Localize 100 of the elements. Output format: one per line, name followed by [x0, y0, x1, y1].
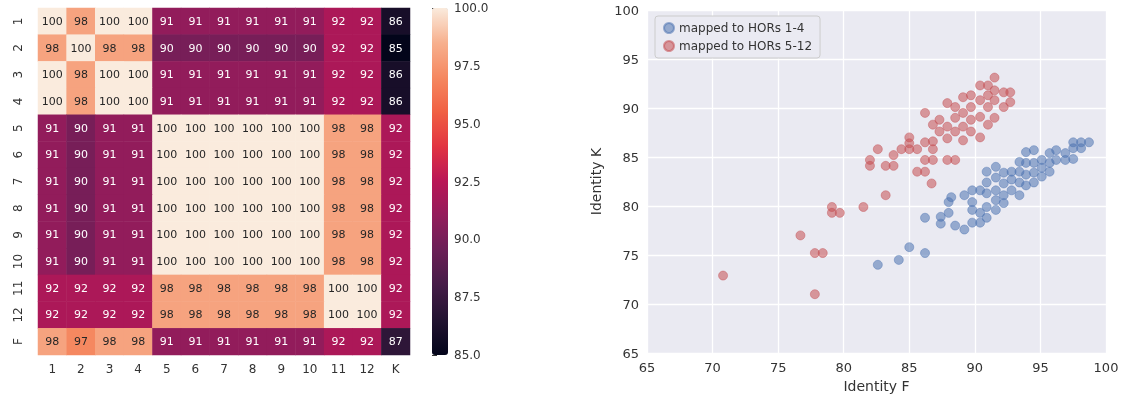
data-label: 92 [388, 201, 403, 215]
data-label: 90 [188, 41, 203, 55]
data-label: 100 [99, 14, 121, 28]
data-label: 98 [360, 175, 375, 188]
data-label: 98 [159, 308, 174, 322]
data-label: 100 [99, 94, 121, 108]
data-label: 100 [127, 14, 149, 28]
data-label: 85 [388, 41, 403, 55]
data-label: 98 [45, 41, 60, 55]
x-tick-label: 100 [1093, 360, 1119, 375]
data-label: 98 [245, 308, 260, 322]
data-label: 92 [388, 228, 403, 242]
data-label: 92 [360, 68, 375, 82]
data-label: 92 [360, 41, 375, 55]
legend-label: mapped to HORs 1-4 [679, 21, 805, 35]
y-tick-label: 80 [622, 198, 639, 214]
data-label: 100 [127, 94, 149, 108]
data-label: 91 [159, 94, 174, 108]
data-label: 100 [270, 121, 292, 135]
x-tick-label: 80 [835, 360, 852, 375]
x-tick-label: 11 [330, 362, 347, 376]
data-label: 98 [274, 308, 289, 322]
data-label: 100 [356, 281, 378, 295]
data-label: 91 [102, 175, 117, 188]
data-label: 90 [302, 41, 317, 55]
color-bar-label: 90.0 [454, 232, 481, 247]
data-label: 91 [274, 94, 289, 108]
data-label: 91 [131, 175, 146, 188]
data-label: 86 [388, 14, 403, 28]
data-label: 98 [274, 281, 289, 295]
data-label: 91 [131, 121, 146, 135]
data-label: 91 [302, 94, 317, 108]
color-bar-label: 85.0 [454, 348, 481, 362]
data-label: 100 [156, 175, 178, 188]
data-label: 92 [45, 308, 60, 322]
y-axis-title: Identity K [588, 147, 605, 216]
data-label: 98 [360, 121, 375, 135]
x-tick-label: 12 [359, 362, 375, 376]
data-label: 100 [213, 201, 235, 215]
x-tick-label: 75 [769, 360, 787, 375]
data-label: 91 [217, 68, 231, 82]
data-label: 100 [242, 175, 264, 188]
color-bar-label: 100.0 [454, 1, 489, 15]
data-label: 98 [217, 281, 231, 295]
data-label: 100 [184, 228, 206, 242]
data-label: 98 [302, 308, 317, 322]
data-label: 90 [73, 175, 88, 188]
data-label: 90 [73, 228, 88, 242]
data-label: 91 [159, 335, 174, 349]
y-tick-label: 1 [11, 17, 25, 26]
data-label: 91 [245, 14, 260, 28]
data-label: 98 [188, 281, 203, 295]
data-label: 87 [388, 335, 403, 349]
data-label: 100 [184, 175, 206, 188]
data-label: 92 [360, 94, 375, 108]
data-label: 100 [156, 201, 178, 215]
data-label: 90 [73, 255, 88, 269]
x-tick-label: 5 [162, 362, 171, 376]
data-label: 92 [73, 281, 88, 295]
data-label: 86 [388, 68, 403, 82]
data-label: 98 [45, 335, 60, 349]
data-label: 100 [299, 121, 321, 135]
y-tick-label: 3 [11, 70, 25, 79]
y-tick-label: 75 [622, 247, 639, 263]
data-label: 91 [131, 255, 146, 269]
y-tick-label: 6 [11, 150, 25, 159]
data-label: 92 [331, 335, 346, 349]
x-tick-label: 2 [77, 362, 85, 376]
color-bar-label: 87.5 [454, 290, 481, 305]
data-label: 92 [331, 94, 346, 108]
y-tick-label: 8 [11, 204, 25, 213]
data-label: 97 [73, 335, 88, 349]
data-label: 100 [327, 308, 349, 322]
data-label: 98 [131, 335, 146, 349]
y-tick-label: 65 [622, 345, 639, 361]
data-label: 100 [299, 201, 321, 215]
data-label: 98 [331, 201, 346, 215]
data-label: 100 [213, 121, 235, 135]
data-label: 91 [45, 175, 60, 188]
data-label: 91 [302, 68, 317, 82]
data-label: 91 [45, 201, 60, 215]
data-label: 100 [70, 41, 92, 55]
data-label: 100 [299, 175, 321, 188]
data-label: 92 [73, 308, 88, 322]
data-label: 92 [102, 281, 117, 295]
x-tick-label: K [391, 362, 401, 376]
data-label: 98 [331, 121, 346, 135]
y-tick-label: 95 [622, 51, 639, 67]
data-label: 100 [270, 175, 292, 188]
data-label: 98 [360, 201, 375, 215]
data-label: 98 [331, 255, 346, 269]
data-label: 91 [102, 201, 117, 215]
y-tick-label: 70 [622, 296, 639, 312]
data-label: 91 [131, 148, 146, 162]
data-label: 91 [188, 14, 203, 28]
data-label: 100 [41, 94, 63, 108]
data-label: 100 [270, 148, 292, 162]
data-label: 91 [45, 255, 60, 269]
data-label: 100 [299, 148, 321, 162]
data-label: 92 [388, 121, 403, 135]
